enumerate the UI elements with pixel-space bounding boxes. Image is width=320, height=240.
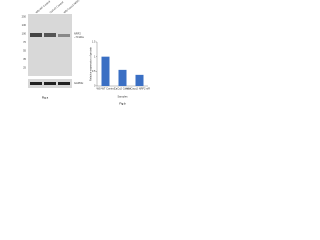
y-tick-label: 0 (94, 84, 96, 88)
band-label: ~70 kDa (74, 35, 84, 39)
y-tick-label: 0.5 (92, 69, 96, 73)
blot-band (44, 33, 56, 37)
caption: Fig b (119, 102, 126, 106)
marker-label: 35 (23, 57, 26, 61)
y-tick-label: 1.5 (92, 40, 96, 44)
y-axis-label: Relative expression of protein (89, 46, 93, 81)
band-label: GAPDH (74, 81, 83, 85)
blot-band (30, 82, 42, 85)
blot-band (44, 82, 56, 85)
marker-label: 250 (22, 15, 27, 19)
band-label: NRF2 (74, 32, 81, 36)
blot-membrane (28, 14, 72, 76)
x-axis-label: Samples (117, 95, 128, 99)
x-tick-label: WS-WT Control (96, 87, 115, 91)
bar (135, 74, 144, 86)
lane-label: WS-Caco2 NRF2 siRNA (63, 0, 87, 14)
marker-label: 70 (23, 40, 26, 44)
blot-band (58, 34, 70, 37)
blot-band (30, 33, 42, 37)
caption: Fig a (42, 96, 49, 100)
marker-label: 25 (23, 66, 26, 70)
blot-band (58, 82, 70, 85)
bar (118, 69, 127, 86)
x-tick-label: WS-Caco2 NRF2 siRNA (125, 87, 150, 91)
marker-label: 100 (22, 32, 27, 36)
marker-label: 55 (23, 49, 26, 53)
marker-label: 130 (22, 23, 27, 27)
y-tick-label: 1 (94, 54, 96, 58)
bar (101, 56, 110, 86)
x-tick-label: CaCo2 Control (114, 87, 132, 91)
